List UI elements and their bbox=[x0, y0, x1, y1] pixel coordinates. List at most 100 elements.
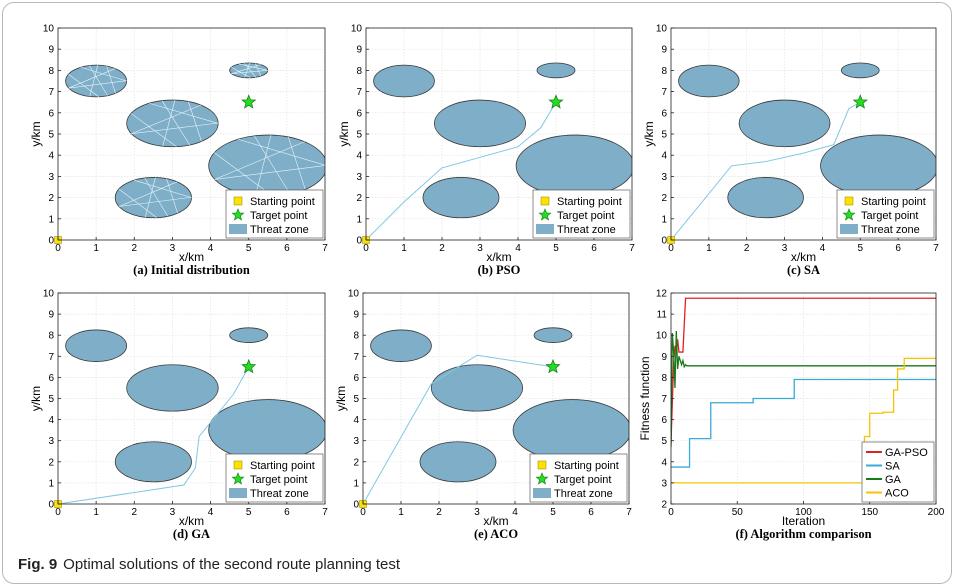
chart-panel-4: 0 1 2 3 4 5 6 7 0 1 2 3 4 5 6 7 8 9 10 x/km y/km (d) GA Starti… bbox=[29, 289, 328, 542]
y-tick-label: 1 bbox=[48, 214, 54, 225]
legend: Starting point Target point Threat zone bbox=[836, 189, 935, 239]
y-tick-label: 5 bbox=[48, 130, 54, 141]
legend: Starting point Target point Threat zone bbox=[225, 453, 324, 503]
legend-label: Starting point bbox=[861, 196, 926, 208]
x-tick-label: 100 bbox=[795, 507, 812, 518]
initial-route-line bbox=[118, 188, 157, 218]
y-tick-label: 2 bbox=[661, 193, 667, 204]
initial-route-line bbox=[214, 152, 274, 197]
legend-label: Threat zone bbox=[250, 488, 309, 500]
y-axis-label: y/km bbox=[642, 121, 656, 146]
x-tick-label: 0 bbox=[55, 243, 61, 254]
initial-route-line bbox=[68, 73, 99, 98]
x-tick-label: 50 bbox=[732, 507, 744, 518]
legend-start-swatch bbox=[233, 460, 243, 470]
legend-label: Threat zone bbox=[557, 224, 616, 236]
initial-route-line bbox=[214, 165, 325, 180]
y-tick-label: 5 bbox=[48, 394, 54, 405]
x-tick-label: 3 bbox=[782, 243, 788, 254]
legend-label: ACO bbox=[885, 488, 909, 500]
x-tick-label: 7 bbox=[626, 507, 632, 518]
x-tick-label: 1 bbox=[706, 243, 712, 254]
initial-route-line bbox=[255, 135, 272, 196]
initial-route-line bbox=[145, 177, 156, 218]
y-axis-label: y/km bbox=[337, 121, 351, 146]
x-tick-label: 0 bbox=[668, 507, 674, 518]
y-tick-label: 4 bbox=[661, 151, 667, 162]
route-line bbox=[363, 354, 554, 504]
threat-zone-4 bbox=[208, 399, 325, 462]
route-line bbox=[58, 366, 250, 504]
x-tick-label: 7 bbox=[322, 507, 328, 518]
legend-label: Target point bbox=[554, 474, 611, 486]
y-tick-label: 0 bbox=[661, 236, 667, 247]
x-tick-label: 0 bbox=[55, 507, 61, 518]
y-tick-label: 0 bbox=[356, 236, 362, 247]
x-axis-label: x/km bbox=[179, 250, 204, 264]
x-tick-label: 4 bbox=[512, 507, 518, 518]
x-tick-label: 3 bbox=[474, 507, 480, 518]
y-tick-label: 7 bbox=[48, 87, 54, 98]
y-tick-label: 1 bbox=[48, 478, 54, 489]
x-tick-label: 5 bbox=[858, 243, 864, 254]
x-axis-label: x/km bbox=[486, 250, 511, 264]
plot-content bbox=[366, 62, 632, 240]
chart-panel-2: 0 1 2 3 4 5 6 7 0 1 2 3 4 5 6 7 8 9 10 x/km y/km (b) PSO Start… bbox=[337, 24, 635, 278]
y-tick-label: 6 bbox=[48, 108, 54, 119]
x-tick-label: 3 bbox=[170, 243, 176, 254]
legend-label: Threat zone bbox=[250, 224, 309, 236]
threat-zone-1 bbox=[65, 64, 128, 98]
x-tick-label: 7 bbox=[933, 243, 939, 254]
y-tick-label: 2 bbox=[356, 193, 362, 204]
initial-route-line bbox=[144, 177, 169, 217]
initial-route-line bbox=[131, 104, 201, 134]
target-point-marker bbox=[852, 94, 868, 109]
y-tick-label: 10 bbox=[656, 331, 668, 342]
y-tick-label: 9 bbox=[661, 352, 667, 363]
threat-zone-2 bbox=[533, 327, 573, 343]
y-tick-label: 0 bbox=[48, 500, 54, 511]
legend-label: Threat zone bbox=[554, 488, 613, 500]
y-tick-label: 8 bbox=[661, 373, 667, 384]
series-line-sa bbox=[671, 378, 936, 468]
x-axis-label: Iteration bbox=[782, 514, 825, 528]
y-tick-label: 1 bbox=[356, 214, 362, 225]
legend-threat-swatch bbox=[840, 224, 858, 234]
initial-route-line bbox=[255, 63, 262, 77]
x-tick-label: 5 bbox=[553, 243, 559, 254]
plot-content bbox=[58, 327, 325, 504]
x-axis-label: x/km bbox=[483, 514, 508, 528]
threat-zone-2 bbox=[536, 62, 576, 79]
initial-route-line bbox=[89, 65, 99, 97]
x-axis-label: x/km bbox=[179, 514, 204, 528]
x-tick-label: 2 bbox=[436, 507, 442, 518]
legend-target-swatch bbox=[535, 472, 549, 485]
initial-route-line bbox=[119, 196, 192, 207]
threat-zone-4 bbox=[820, 134, 936, 197]
x-tick-label: 2 bbox=[132, 507, 138, 518]
y-tick-label: 7 bbox=[661, 394, 667, 405]
initial-route-line bbox=[80, 66, 127, 82]
panel-subtitle: (f) Algorithm comparison bbox=[735, 527, 871, 541]
x-tick-label: 3 bbox=[170, 507, 176, 518]
y-axis-label: Fitness function bbox=[638, 356, 652, 440]
y-tick-label: 9 bbox=[48, 45, 54, 56]
x-tick-label: 0 bbox=[668, 243, 674, 254]
y-tick-label: 5 bbox=[353, 394, 359, 405]
x-tick-label: 4 bbox=[208, 507, 214, 518]
legend-label: GA bbox=[885, 474, 902, 486]
panel-subtitle: (a) Initial distribution bbox=[133, 263, 250, 277]
initial-route-line bbox=[254, 135, 291, 195]
x-tick-label: 6 bbox=[895, 243, 901, 254]
chart-panel-6: 0 50 100 150 200 2 3 4 5 6 7 8 9 10 11 12 Iteration Fitne… bbox=[638, 289, 945, 542]
x-tick-label: 5 bbox=[246, 507, 252, 518]
x-tick-label: 1 bbox=[398, 507, 404, 518]
x-tick-label: 0 bbox=[363, 243, 369, 254]
panel-subtitle: (e) ACO bbox=[474, 527, 518, 541]
y-tick-label: 2 bbox=[353, 457, 359, 468]
caption-text: Optimal solutions of the second route pl… bbox=[63, 556, 401, 573]
threat-zone-5 bbox=[422, 177, 500, 219]
y-tick-label: 8 bbox=[353, 331, 359, 342]
